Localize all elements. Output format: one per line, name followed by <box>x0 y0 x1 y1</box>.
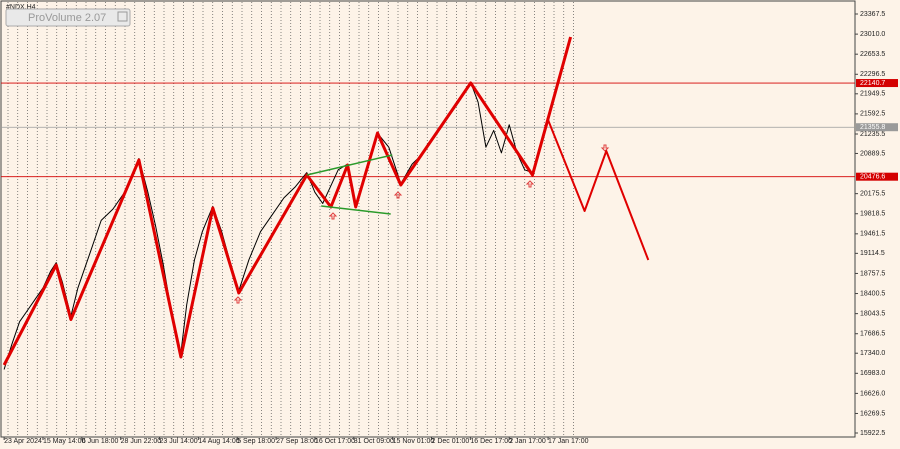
x-tick-label: 16 Oct 17:00 <box>315 438 355 445</box>
y-tick-label: 21235.5 <box>860 131 885 138</box>
x-tick-label: 16 Dec 17:00 <box>470 438 512 445</box>
x-tick-label: 23 Jul 14:00 <box>160 438 198 445</box>
y-tick-label: 21592.5 <box>860 111 885 118</box>
level-label: 22140.7 <box>860 80 885 87</box>
x-tick-label: 2 Dec 01:00 <box>431 438 469 445</box>
series-line <box>306 154 393 176</box>
y-tick-label: 20889.5 <box>860 150 885 157</box>
y-tick-label: 19818.5 <box>860 211 885 218</box>
x-tick-label: 31 Oct 09:00 <box>354 438 394 445</box>
y-tick-label: 20175.5 <box>860 190 885 197</box>
series-line <box>546 117 650 261</box>
separators <box>7 2 574 436</box>
x-tick-label: 15 May 14:00 <box>43 438 86 445</box>
level-box <box>856 172 898 181</box>
y-tick-label: 17340.0 <box>860 350 885 357</box>
y-tick-label: 15922.5 <box>860 430 885 437</box>
y-tick-label: 22653.5 <box>860 51 885 58</box>
y-tick-label: 19461.5 <box>860 231 885 238</box>
y-tick-label: 21949.5 <box>860 91 885 98</box>
x-tick-label: 23 Apr 2024 <box>4 438 42 445</box>
level-box <box>856 123 898 132</box>
x-tick-label: 5 Sep 18:00 <box>237 438 275 445</box>
indicator-label: ProVolume 2.07 <box>28 12 106 24</box>
plot-frame <box>0 0 856 438</box>
y-tick-label: 17686.5 <box>860 331 885 338</box>
y-tick-label: 16626.0 <box>860 390 885 397</box>
y-tick-label: 16269.5 <box>860 410 885 417</box>
x-tick-label: 28 Jun 22:00 <box>121 438 162 445</box>
markers <box>233 144 610 304</box>
y-tick-label: 18757.5 <box>860 270 885 277</box>
y-tick-label: 23367.5 <box>860 11 885 18</box>
y-tick-label: 18400.5 <box>860 290 885 297</box>
x-tick-label: 27 Sep 18:00 <box>276 438 318 445</box>
level-label: 20476.6 <box>860 174 885 181</box>
y-tick-label: 23010.0 <box>860 31 885 38</box>
series-line <box>2 36 573 366</box>
chart-title: #NDX,H4 <box>6 4 36 11</box>
indicator-button[interactable] <box>5 8 131 27</box>
series-line <box>321 205 391 215</box>
x-tick-label: 14 Aug 14:00 <box>198 438 239 445</box>
y-tick-label: 18043.5 <box>860 310 885 317</box>
y-tick-label: 19114.5 <box>860 250 885 257</box>
x-tick-label: 6 Jun 18:00 <box>82 438 119 445</box>
x-tick-label: 15 Nov 01:00 <box>393 438 435 445</box>
level-box <box>856 79 898 88</box>
x-tick-label: 17 Jan 17:00 <box>548 438 589 445</box>
level-label: 21355.8 <box>860 124 885 131</box>
y-tick-label: 22296.5 <box>860 71 885 78</box>
y-tick-label: 16983.0 <box>860 370 885 377</box>
x-tick-label: 2 Jan 17:00 <box>509 438 546 445</box>
indicator-icon <box>117 11 128 22</box>
